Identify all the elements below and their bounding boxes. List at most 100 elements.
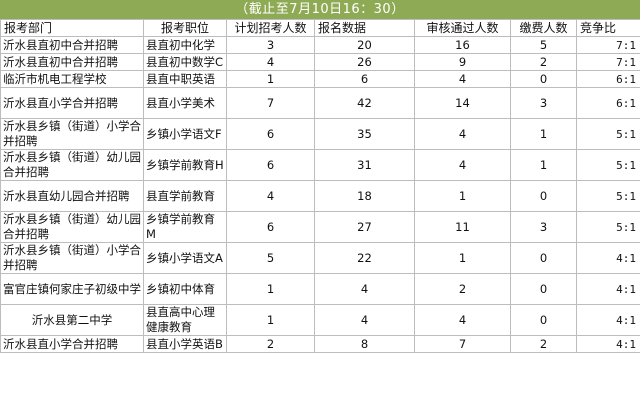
cell-approved: 16 bbox=[414, 36, 511, 54]
cell-dept: 沂水县乡镇（街道）小学合并招聘 bbox=[0, 242, 144, 274]
cell-planned: 6 bbox=[226, 211, 315, 243]
cell-paid: 0 bbox=[510, 70, 577, 88]
cell-approved: 4 bbox=[414, 304, 511, 336]
table-row: 沂水县乡镇（街道）小学合并招聘 乡镇小学语文F 6 35 4 1 5:1 bbox=[0, 118, 640, 150]
cell-position: 乡镇小学语文A bbox=[143, 242, 227, 274]
cell-paid: 0 bbox=[510, 180, 577, 212]
table-row: 沂水县直小学合并招聘 县直小学美术 7 42 14 3 6:1 bbox=[0, 87, 640, 119]
cell-position: 乡镇初中体育 bbox=[143, 273, 227, 305]
table-row: 临沂市机电工程学校 县直中职英语 1 6 4 0 6:1 bbox=[0, 70, 640, 88]
cell-applied: 31 bbox=[314, 149, 415, 181]
header-row: 报考部门 报考职位 计划招考人数 报名数据 审核通过人数 缴费人数 竞争比 bbox=[0, 19, 640, 37]
cell-ratio: 4:1 bbox=[576, 335, 640, 353]
recruitment-table: 报考部门 报考职位 计划招考人数 报名数据 审核通过人数 缴费人数 竞争比 沂水… bbox=[0, 19, 640, 353]
cell-applied: 22 bbox=[314, 242, 415, 274]
cell-paid: 0 bbox=[510, 242, 577, 274]
header-dept: 报考部门 bbox=[0, 19, 144, 37]
cell-ratio: 7:1 bbox=[576, 53, 640, 71]
cell-dept: 沂水县直初中合并招聘 bbox=[0, 53, 144, 71]
cell-approved: 4 bbox=[414, 149, 511, 181]
cell-ratio: 5:1 bbox=[576, 149, 640, 181]
cell-position: 县直小学美术 bbox=[143, 87, 227, 119]
cell-dept: 沂水县直幼儿园合并招聘 bbox=[0, 180, 144, 212]
cell-paid: 1 bbox=[510, 118, 577, 150]
table-row: 沂水县直小学合并招聘 县直小学英语B 2 8 7 2 4:1 bbox=[0, 335, 640, 353]
cell-position: 县直小学英语B bbox=[143, 335, 227, 353]
table-row: 富官庄镇何家庄子初级中学 乡镇初中体育 1 4 2 0 4:1 bbox=[0, 273, 640, 305]
cell-position: 乡镇学前教育H bbox=[143, 149, 227, 181]
cell-ratio: 4:1 bbox=[576, 242, 640, 274]
table-row: 沂水县乡镇（街道）幼儿园合并招聘 乡镇学前教育M 6 27 11 3 5:1 bbox=[0, 211, 640, 243]
cell-planned: 1 bbox=[226, 70, 315, 88]
cell-paid: 2 bbox=[510, 53, 577, 71]
header-approved: 审核通过人数 bbox=[414, 19, 511, 37]
cell-dept: 沂水县第二中学 bbox=[0, 304, 144, 336]
cell-approved: 9 bbox=[414, 53, 511, 71]
cell-applied: 18 bbox=[314, 180, 415, 212]
cell-ratio: 5:1 bbox=[576, 211, 640, 243]
cell-paid: 3 bbox=[510, 87, 577, 119]
cell-approved: 7 bbox=[414, 335, 511, 353]
cell-applied: 8 bbox=[314, 335, 415, 353]
cell-paid: 3 bbox=[510, 211, 577, 243]
cell-position: 县直学前教育 bbox=[143, 180, 227, 212]
cell-position: 县直中职英语 bbox=[143, 70, 227, 88]
cell-planned: 6 bbox=[226, 118, 315, 150]
cell-planned: 6 bbox=[226, 149, 315, 181]
cell-dept: 沂水县直小学合并招聘 bbox=[0, 335, 144, 353]
cell-ratio: 4:1 bbox=[576, 304, 640, 336]
cell-dept: 富官庄镇何家庄子初级中学 bbox=[0, 273, 144, 305]
cell-ratio: 6:1 bbox=[576, 87, 640, 119]
header-applied: 报名数据 bbox=[314, 19, 415, 37]
cell-planned: 2 bbox=[226, 335, 315, 353]
cell-paid: 2 bbox=[510, 335, 577, 353]
cell-planned: 1 bbox=[226, 273, 315, 305]
header-paid: 缴费人数 bbox=[510, 19, 577, 37]
cell-paid: 5 bbox=[510, 36, 577, 54]
cell-applied: 4 bbox=[314, 273, 415, 305]
table-row: 沂水县直幼儿园合并招聘 县直学前教育 4 18 1 0 5:1 bbox=[0, 180, 640, 212]
cell-position: 乡镇学前教育M bbox=[143, 211, 227, 243]
table-row: 沂水县乡镇（街道）小学合并招聘 乡镇小学语文A 5 22 1 0 4:1 bbox=[0, 242, 640, 274]
cell-applied: 20 bbox=[314, 36, 415, 54]
cell-dept: 沂水县直初中合并招聘 bbox=[0, 36, 144, 54]
header-ratio: 竞争比 bbox=[576, 19, 640, 37]
cell-approved: 2 bbox=[414, 273, 511, 305]
header-planned: 计划招考人数 bbox=[226, 19, 315, 37]
cell-applied: 27 bbox=[314, 211, 415, 243]
cell-approved: 14 bbox=[414, 87, 511, 119]
cell-approved: 1 bbox=[414, 242, 511, 274]
cell-paid: 0 bbox=[510, 304, 577, 336]
cell-paid: 1 bbox=[510, 149, 577, 181]
cell-ratio: 7:1 bbox=[576, 36, 640, 54]
cell-dept: 沂水县乡镇（街道）小学合并招聘 bbox=[0, 118, 144, 150]
cell-applied: 35 bbox=[314, 118, 415, 150]
cell-paid: 0 bbox=[510, 273, 577, 305]
cell-applied: 26 bbox=[314, 53, 415, 71]
cell-approved: 11 bbox=[414, 211, 511, 243]
cell-ratio: 5:1 bbox=[576, 180, 640, 212]
table-row: 沂水县直初中合并招聘 县直初中化学 3 20 16 5 7:1 bbox=[0, 36, 640, 54]
cell-applied: 42 bbox=[314, 87, 415, 119]
cell-position: 县直高中心理健康教育 bbox=[143, 304, 227, 336]
table-row: 沂水县第二中学 县直高中心理健康教育 1 4 4 0 4:1 bbox=[0, 304, 640, 336]
cell-approved: 4 bbox=[414, 118, 511, 150]
table-row: 沂水县乡镇（街道）幼儿园合并招聘 乡镇学前教育H 6 31 4 1 5:1 bbox=[0, 149, 640, 181]
cell-planned: 3 bbox=[226, 36, 315, 54]
table-row: 沂水县直初中合并招聘 县直初中数学C 4 26 9 2 7:1 bbox=[0, 53, 640, 71]
cell-approved: 4 bbox=[414, 70, 511, 88]
cell-position: 县直初中数学C bbox=[143, 53, 227, 71]
cell-applied: 4 bbox=[314, 304, 415, 336]
header-position: 报考职位 bbox=[143, 19, 227, 37]
cell-dept: 沂水县乡镇（街道）幼儿园合并招聘 bbox=[0, 149, 144, 181]
cell-dept: 沂水县直小学合并招聘 bbox=[0, 87, 144, 119]
cell-position: 县直初中化学 bbox=[143, 36, 227, 54]
cell-planned: 4 bbox=[226, 53, 315, 71]
cell-dept: 沂水县乡镇（街道）幼儿园合并招聘 bbox=[0, 211, 144, 243]
cell-dept: 临沂市机电工程学校 bbox=[0, 70, 144, 88]
cell-ratio: 5:1 bbox=[576, 118, 640, 150]
cell-approved: 1 bbox=[414, 180, 511, 212]
table-title: （截止至7月10日16：30） bbox=[0, 0, 640, 19]
cell-position: 乡镇小学语文F bbox=[143, 118, 227, 150]
cell-planned: 4 bbox=[226, 180, 315, 212]
